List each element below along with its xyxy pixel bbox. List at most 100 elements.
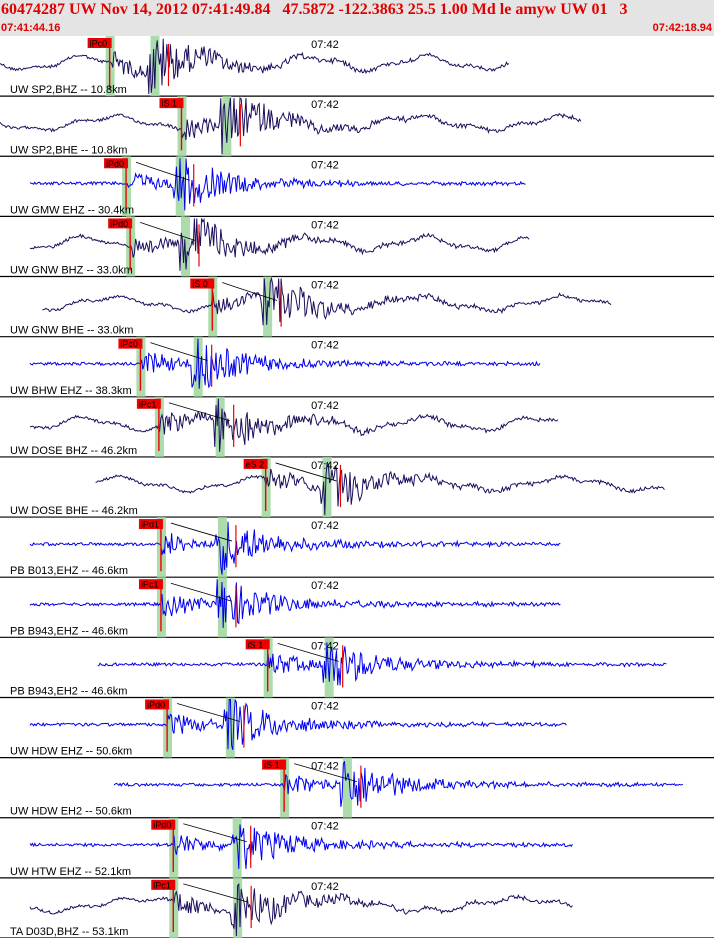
moveout-curve xyxy=(222,282,278,301)
pick-flag xyxy=(151,819,176,830)
waveform xyxy=(29,338,541,389)
time-tick-label: 07:42 xyxy=(311,580,339,592)
waveform xyxy=(29,158,526,211)
pick-flag xyxy=(87,38,112,48)
waveform xyxy=(42,276,612,326)
s-window xyxy=(193,336,203,397)
pick-label: iS 0 xyxy=(192,279,208,289)
pick-flag xyxy=(136,398,161,409)
time-tick-label: 07:42 xyxy=(311,280,339,292)
moveout-curve xyxy=(170,522,233,542)
trace-row: iPd0 07:42 UW GMW EHZ -- 30.4km xyxy=(0,156,714,217)
event-title: 60474287 UW Nov 14, 2012 07:41:49.84 47.… xyxy=(1,1,628,18)
waveform xyxy=(29,398,559,452)
pick-flag xyxy=(138,519,163,530)
event-header: 60474287 UW Nov 14, 2012 07:41:49.84 47.… xyxy=(0,0,714,36)
moveout-curve xyxy=(183,883,248,903)
s-window xyxy=(175,156,185,217)
waveform xyxy=(0,97,582,155)
pick-flag xyxy=(108,218,133,229)
start-time-label: 07:41:44.16 xyxy=(1,22,61,34)
moveout-curve xyxy=(168,402,230,422)
time-tick-label: 07:42 xyxy=(311,700,339,712)
moveout-curve xyxy=(277,642,339,662)
moveout-curve xyxy=(275,462,337,482)
channel-label: UW BHW EHZ -- 38.3km xyxy=(10,385,132,397)
waveform xyxy=(113,761,684,807)
trace-row: iS 1 07:42 UW HDW EH2 -- 50.6km xyxy=(0,757,714,819)
channel-label: UW HTW EHZ -- 52.1km xyxy=(10,866,131,878)
trace-row: eS 2 07:42 UW DOSE BHE -- 46.2km xyxy=(0,456,714,518)
pick-label: iPc0 xyxy=(120,339,138,349)
s-window xyxy=(342,757,352,818)
pick-label: iS 1 xyxy=(264,760,280,770)
time-tick-label: 07:42 xyxy=(311,881,339,893)
waveform xyxy=(95,461,665,516)
pick-flag xyxy=(159,98,184,109)
time-tick-label: 07:42 xyxy=(311,219,339,231)
pick-label: eS 2 xyxy=(246,459,265,469)
pick-label: iS 1 xyxy=(248,640,264,650)
time-tick-label: 07:42 xyxy=(311,640,339,652)
channel-label: UW DOSE BHZ -- 46.2km xyxy=(10,445,137,457)
trace-row: iS 1 07:42 UW SP2,BHE -- 10.8km xyxy=(0,96,714,157)
moveout-curve xyxy=(135,161,190,181)
pick-label: iPd0 xyxy=(147,700,165,710)
trace-row: iPc0 07:42 UW BHW EHZ -- 38.3km xyxy=(0,336,714,398)
pick-flag xyxy=(104,158,129,169)
channel-label: UW GNW BHE -- 33.0km xyxy=(10,325,133,337)
seismogram-plot: iPc0 07:42 UW SP2,BHZ -- 10.8km iS 1 07:42 UW… xyxy=(0,36,714,938)
moveout-curve xyxy=(183,823,247,843)
time-tick-label: 07:42 xyxy=(311,761,339,773)
s-window xyxy=(217,517,227,578)
pick-flag xyxy=(151,879,176,890)
waveform xyxy=(97,642,667,686)
end-time-label: 07:42:18.94 xyxy=(652,22,712,34)
waveform xyxy=(29,882,573,937)
waveform xyxy=(29,579,561,628)
waveform xyxy=(29,699,567,751)
moveout-curve xyxy=(176,703,240,722)
s-window xyxy=(215,396,225,457)
channel-label: UW HDW EHZ -- 50.6km xyxy=(10,746,132,758)
moveout-curve xyxy=(140,222,196,241)
pick-flag xyxy=(245,639,270,650)
pick-flag xyxy=(145,699,170,710)
s-window xyxy=(324,637,334,698)
channel-label: UW GMW EHZ -- 30.4km xyxy=(10,204,134,216)
trace-row: iPc1 07:42 UW DOSE BHZ -- 46.2km xyxy=(0,396,714,458)
pick-label: iPd0 xyxy=(153,820,171,830)
trace-row: iS 1 07:42 PB B943,EH2 -- 46.6km xyxy=(0,637,714,699)
channel-label: PB B013,EHZ -- 46.6km xyxy=(10,565,128,577)
trace-row: iS 0 07:42 UW GNW BHE -- 33.0km xyxy=(0,276,714,338)
trace-row: iPd0 07:42 UW HDW EHZ -- 50.6km xyxy=(0,697,714,759)
time-tick-label: 07:42 xyxy=(311,99,339,111)
pick-flag xyxy=(190,278,215,289)
time-tick-label: 07:42 xyxy=(311,340,339,352)
channel-label: UW DOSE BHE -- 46.2km xyxy=(10,505,138,517)
pick-label: iPd1 xyxy=(141,520,159,530)
trace-row: iPc1 07:42 PB B943,EHZ -- 46.6km xyxy=(0,577,714,638)
s-window xyxy=(222,96,232,157)
pick-flag xyxy=(138,579,163,590)
channel-label: PB B943,EHZ -- 46.6km xyxy=(10,625,128,637)
channel-label: UW HDW EH2 -- 50.6km xyxy=(10,806,132,818)
channel-label: UW SP2,BHE -- 10.8km xyxy=(10,144,127,156)
pick-label: iPd0 xyxy=(106,159,124,169)
pick-label: iPc1 xyxy=(139,399,157,409)
trace-row: iPd0 07:42 UW GNW BHZ -- 33.0km xyxy=(0,216,714,278)
waveform xyxy=(0,38,510,95)
channel-label: PB B943,EH2 -- 46.6km xyxy=(10,685,127,697)
trace-row: iPd0 07:42 UW HTW EHZ -- 52.1km xyxy=(0,817,714,879)
moveout-curve xyxy=(294,763,358,782)
trace-row: iPc1 07:42 TA D03D,BHZ -- 53.1km xyxy=(0,877,714,938)
moveout-curve xyxy=(170,582,233,602)
time-tick-label: 07:42 xyxy=(311,821,339,833)
time-tick-label: 07:42 xyxy=(311,400,339,412)
pick-label: iPd0 xyxy=(110,219,128,229)
moveout-curve xyxy=(150,342,208,362)
pick-label: iPc0 xyxy=(90,39,108,49)
time-tick-label: 07:42 xyxy=(311,39,339,51)
waveform xyxy=(29,217,530,271)
waveform xyxy=(29,824,573,870)
